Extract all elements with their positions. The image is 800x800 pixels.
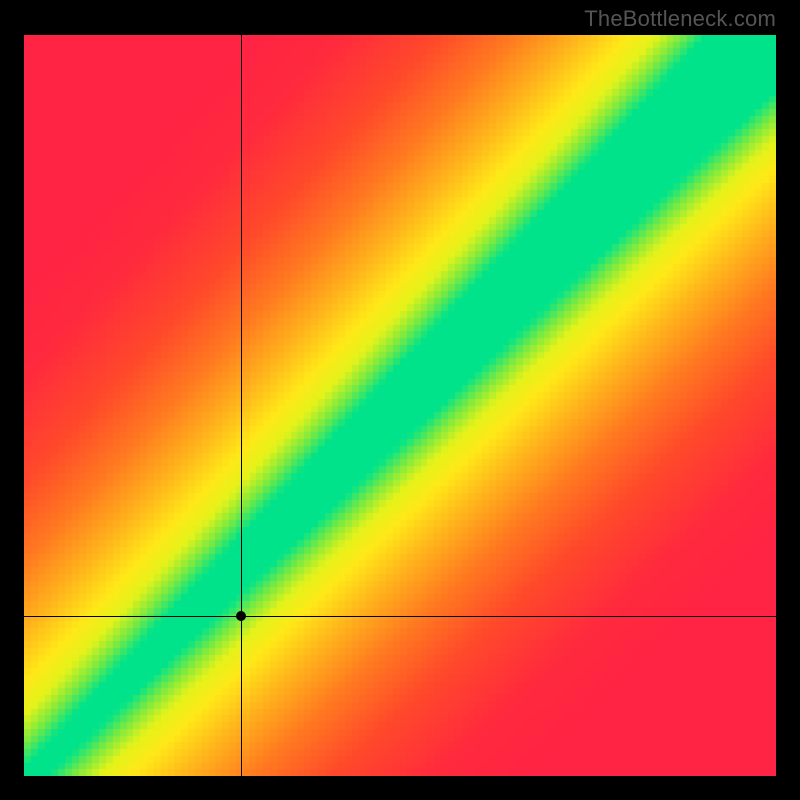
crosshair-vertical — [241, 35, 242, 776]
heatmap-canvas — [24, 35, 776, 776]
crosshair-horizontal — [24, 616, 776, 617]
watermark-text: TheBottleneck.com — [584, 6, 776, 32]
plot-area — [24, 35, 776, 776]
crosshair-marker — [236, 611, 246, 621]
chart-container: TheBottleneck.com — [0, 0, 800, 800]
